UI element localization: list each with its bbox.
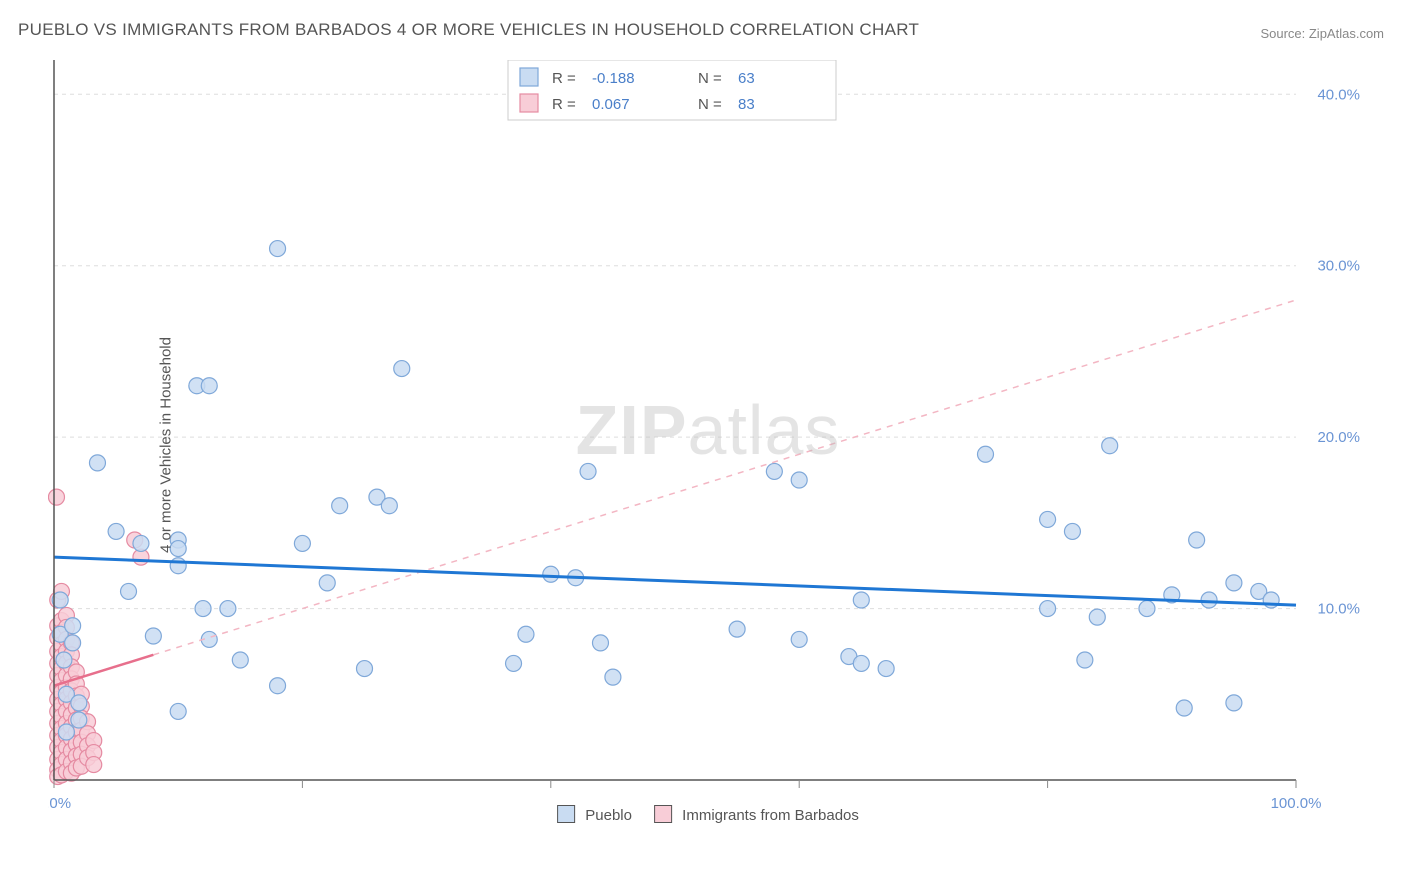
plot-area: 4 or more Vehicles in Household ZIPatlas… <box>48 60 1368 830</box>
y-axis-label: 4 or more Vehicles in Household <box>157 337 174 553</box>
svg-text:0.0%: 0.0% <box>48 795 71 812</box>
chart-svg: 10.0% 20.0% 30.0% 40.0% 0.0% 100.0% R = -0.188 N… <box>48 60 1368 830</box>
svg-text:40.0%: 40.0% <box>1317 86 1360 103</box>
svg-text:63: 63 <box>738 70 755 87</box>
legend-item-barbados: Immigrants from Barbados <box>654 805 859 824</box>
svg-text:0.067: 0.067 <box>592 96 630 113</box>
legend-swatch-blue <box>557 805 575 823</box>
svg-text:100.0%: 100.0% <box>1271 795 1322 812</box>
svg-text:R =: R = <box>552 70 576 87</box>
svg-text:N =: N = <box>698 70 722 87</box>
svg-text:30.0%: 30.0% <box>1317 258 1360 275</box>
svg-text:N =: N = <box>698 96 722 113</box>
svg-text:83: 83 <box>738 96 755 113</box>
chart-container: PUEBLO VS IMMIGRANTS FROM BARBADOS 4 OR … <box>0 0 1406 892</box>
svg-text:-0.188: -0.188 <box>592 70 635 87</box>
legend-swatch-pink <box>654 805 672 823</box>
svg-text:10.0%: 10.0% <box>1317 601 1360 618</box>
source-label: Source: ZipAtlas.com <box>1260 26 1384 41</box>
svg-text:R =: R = <box>552 96 576 113</box>
svg-text:20.0%: 20.0% <box>1317 429 1360 446</box>
bottom-legend: Pueblo Immigrants from Barbados <box>557 805 859 824</box>
legend-item-pueblo: Pueblo <box>557 805 632 824</box>
chart-title: PUEBLO VS IMMIGRANTS FROM BARBADOS 4 OR … <box>18 20 919 40</box>
